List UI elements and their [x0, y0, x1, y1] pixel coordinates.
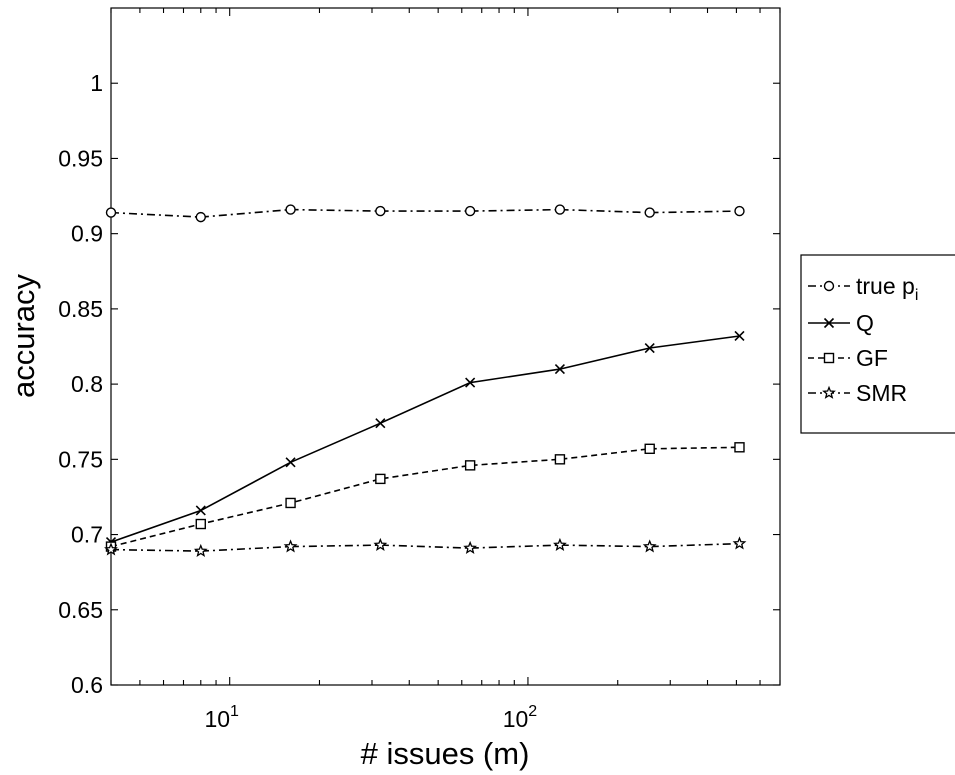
y-tick-label: 0.65 — [58, 597, 103, 623]
x-tick-label: 101 — [204, 703, 239, 732]
legend-item: SMR — [808, 380, 907, 406]
y-tick-label: 0.75 — [58, 446, 103, 472]
legend: true pi Q GF SMR — [800, 254, 955, 434]
data-point — [822, 385, 836, 399]
series-layer — [104, 204, 747, 557]
legend-label: true pi — [856, 273, 918, 304]
series-smr — [104, 536, 747, 557]
series-line — [110, 446, 740, 548]
data-point — [554, 364, 565, 375]
legend-label: GF — [856, 345, 888, 371]
data-point — [463, 540, 478, 554]
data-point — [104, 542, 118, 556]
data-point — [465, 377, 476, 388]
y-tick-label: 1 — [90, 70, 103, 96]
data-point — [195, 211, 206, 223]
data-point — [285, 457, 296, 468]
data-point — [375, 473, 386, 485]
data-point — [285, 497, 296, 509]
data-point — [464, 205, 476, 217]
data-point — [283, 539, 298, 553]
y-tick-label: 0.85 — [58, 296, 103, 322]
x-axis-ticks: 101 102 — [110, 8, 781, 732]
data-point — [553, 537, 567, 551]
series-line — [110, 208, 740, 218]
data-point — [734, 205, 745, 217]
data-point — [195, 505, 206, 516]
legend-label: SMR — [856, 380, 907, 406]
y-tick-label: 0.9 — [71, 221, 103, 247]
data-point — [464, 460, 476, 471]
data-point — [375, 205, 386, 217]
data-point — [195, 518, 206, 530]
data-point — [732, 536, 747, 550]
data-point — [734, 330, 745, 342]
data-point — [642, 539, 657, 553]
data-point — [373, 537, 388, 551]
y-tick-label: 0.7 — [71, 522, 103, 548]
y-tick-label: 0.95 — [58, 145, 103, 171]
data-point — [734, 442, 745, 453]
series-line — [110, 542, 740, 552]
data-point — [823, 317, 835, 329]
x-axis-label: # issues (m) — [361, 736, 530, 771]
x-tick-label: 102 — [503, 703, 538, 732]
series-q — [105, 330, 745, 548]
data-point — [644, 342, 655, 354]
data-point — [644, 207, 655, 218]
data-point — [823, 352, 835, 364]
y-tick-label: 0.6 — [71, 672, 103, 698]
data-point — [375, 418, 386, 429]
plot-area — [110, 7, 781, 686]
data-point — [193, 543, 208, 557]
y-axis-label: accuracy — [6, 273, 41, 398]
y-axis-ticks: 0.6 0.65 0.7 0.75 0.8 0.85 0.9 0.95 1 — [58, 70, 780, 698]
data-point — [285, 204, 296, 215]
y-tick-label: 0.8 — [71, 371, 103, 397]
data-point — [823, 280, 835, 292]
data-point — [554, 454, 566, 465]
legend-label: Q — [856, 310, 874, 336]
legend-item: GF — [808, 345, 888, 371]
data-point — [554, 204, 566, 215]
legend-item: Q — [808, 310, 874, 336]
series-true-p — [105, 204, 745, 223]
legend-item: true pi — [808, 273, 918, 304]
data-point — [644, 443, 655, 455]
series-line — [110, 335, 740, 543]
data-point — [105, 207, 117, 218]
